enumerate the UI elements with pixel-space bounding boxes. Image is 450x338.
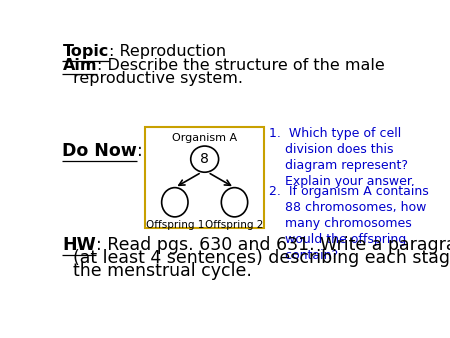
Text: Aim: Aim [63, 58, 97, 73]
Text: Offspring 2: Offspring 2 [205, 220, 264, 230]
Text: 2.  If organism A contains
    88 chromosomes, how
    many chromosomes
    woul: 2. If organism A contains 88 chromosomes… [270, 185, 429, 262]
Text: 1.  Which type of cell
    division does this
    diagram represent?
    Explain: 1. Which type of cell division does this… [270, 127, 415, 188]
Text: 8: 8 [200, 152, 209, 166]
Ellipse shape [162, 188, 188, 217]
Ellipse shape [191, 146, 219, 172]
Text: Offspring 1: Offspring 1 [146, 220, 204, 230]
Text: : Reproduction: : Reproduction [109, 44, 226, 59]
Text: : Describe the structure of the male: : Describe the structure of the male [97, 58, 385, 73]
Text: : Read pgs. 630 and 631. Write a paragraph: : Read pgs. 630 and 631. Write a paragra… [96, 236, 450, 254]
Text: reproductive system.: reproductive system. [73, 71, 243, 87]
Bar [145, 127, 264, 228]
Text: Do Now: Do Now [63, 142, 137, 160]
Text: Topic: Topic [63, 44, 109, 59]
Text: :: : [137, 142, 143, 160]
Text: Organism A: Organism A [172, 133, 237, 143]
Text: (at least 4 sentences) describing each stage of: (at least 4 sentences) describing each s… [73, 249, 450, 267]
Ellipse shape [221, 188, 248, 217]
Text: HW: HW [63, 236, 96, 254]
Text: the menstrual cycle.: the menstrual cycle. [73, 262, 252, 280]
